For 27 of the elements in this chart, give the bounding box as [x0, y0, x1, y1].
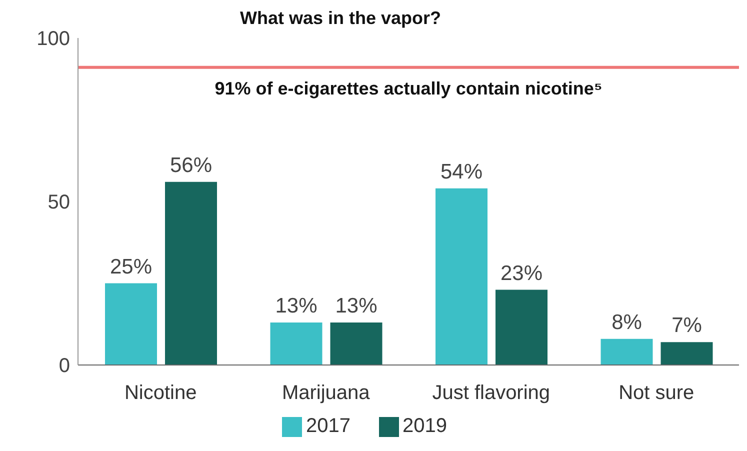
bar [270, 322, 322, 365]
legend-label: 2019 [402, 415, 447, 437]
bar [660, 342, 713, 365]
bar [600, 338, 653, 365]
bar [105, 283, 157, 365]
ref-line-label: 91% of e-cigarettes actually contain nicotine⁵ [214, 78, 602, 98]
data-label: 23% [500, 262, 543, 285]
y-tick-label: 0 [58, 355, 70, 378]
bar [330, 322, 382, 365]
x-tick-label: Just flavoring [432, 382, 550, 404]
x-tick-label: Nicotine [124, 382, 197, 404]
legend-label: 2017 [306, 415, 350, 437]
y-tick-label: 50 [48, 192, 70, 214]
data-label: 54% [440, 160, 483, 184]
data-label: 13% [335, 294, 378, 318]
data-label: 7% [672, 314, 702, 338]
bar [436, 188, 488, 365]
y-tick-label: 100 [36, 28, 70, 50]
data-label: 25% [110, 255, 152, 278]
data-label: 56% [170, 154, 212, 177]
data-label: 13% [275, 294, 318, 318]
x-tick-label: Not sure [618, 382, 694, 404]
data-label: 8% [612, 310, 642, 334]
chart-title: What was in the vapor? [240, 8, 442, 29]
bar [496, 290, 548, 365]
x-tick-label: Marijuana [282, 382, 371, 404]
bar [165, 182, 217, 365]
